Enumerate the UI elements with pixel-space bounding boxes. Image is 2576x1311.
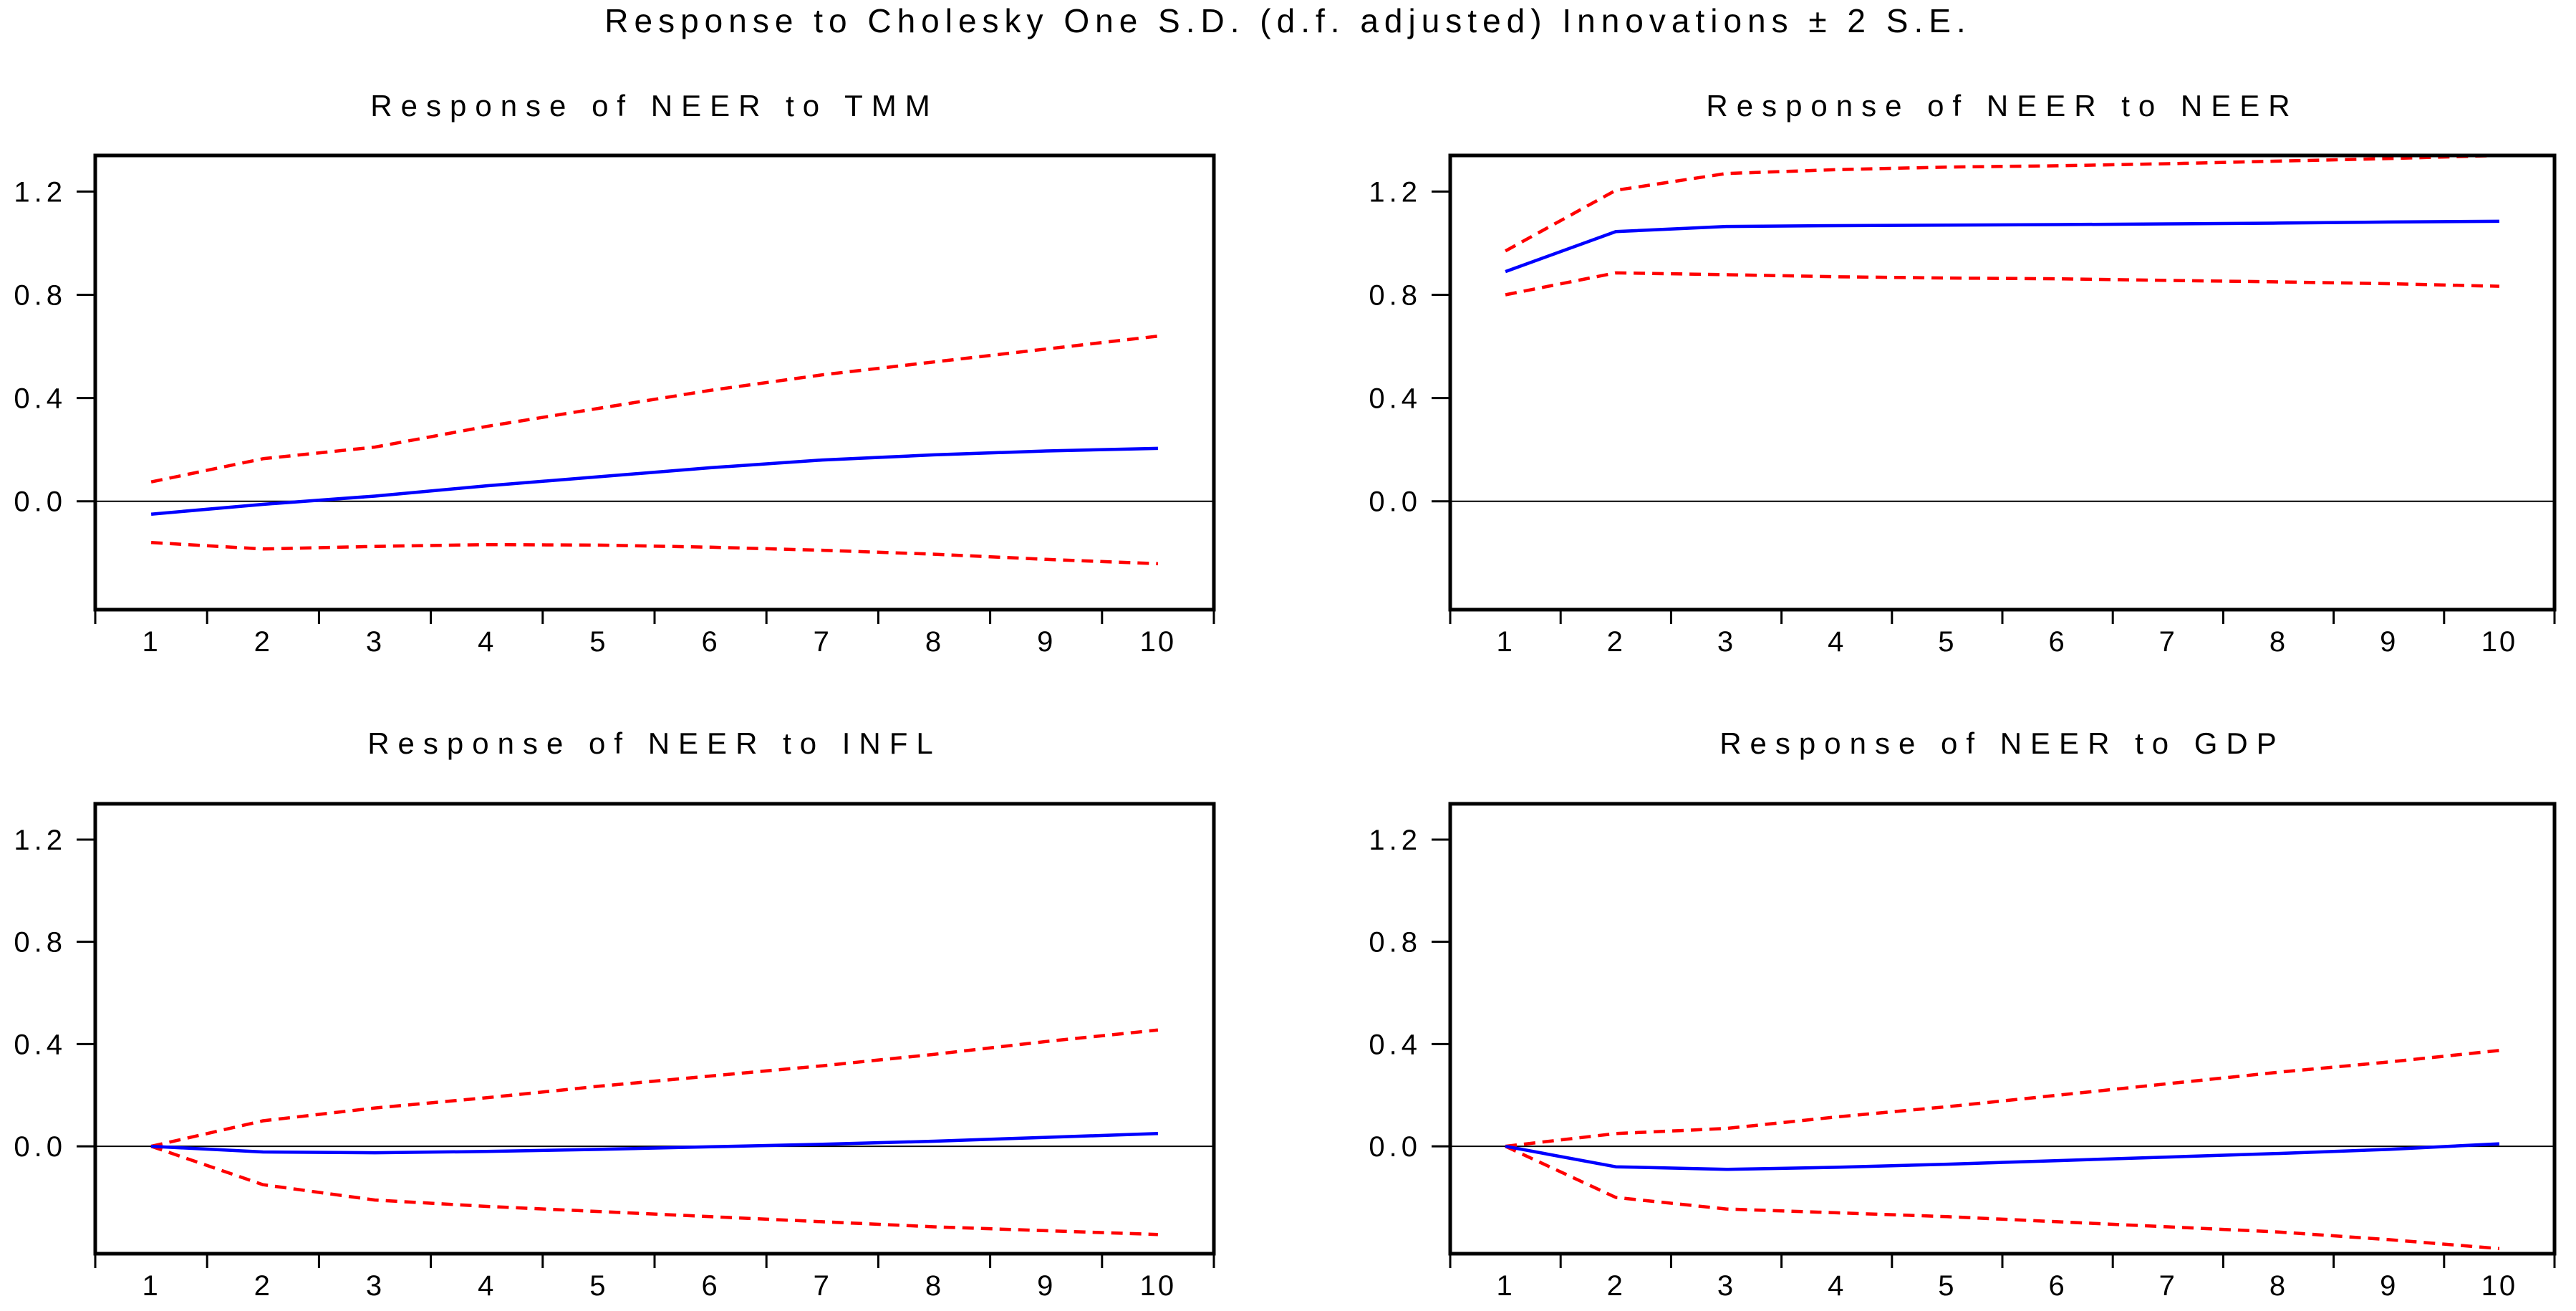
x-axis-tick-label: 5	[1938, 626, 1956, 658]
confidence-band-line	[150, 1028, 1159, 1148]
x-axis-tick-label: 5	[589, 1270, 607, 1302]
x-axis-tick-label: 2	[1607, 1270, 1625, 1302]
x-axis-tick-label: 7	[814, 1270, 831, 1302]
confidence-band-line	[1505, 153, 2499, 253]
y-axis-tick-label: 0.0	[14, 1131, 67, 1163]
x-axis-tick-label: 4	[478, 1270, 496, 1302]
x-axis-tick-label: 4	[1828, 626, 1846, 658]
x-axis-tick-label: 2	[1607, 626, 1625, 658]
x-axis-tick-label: 9	[1037, 1270, 1055, 1302]
y-axis-tick-label: 0.4	[1369, 383, 1422, 415]
y-axis-tick-label: 0.0	[14, 486, 67, 518]
x-axis-tick-label: 1	[1496, 626, 1514, 658]
panel-title-neer-neer: Response of NEER to NEER	[1706, 89, 2299, 123]
x-axis-tick-label: 9	[1037, 626, 1055, 658]
x-axis-tick-label: 6	[701, 626, 719, 658]
x-axis-tick-label: 2	[254, 1270, 272, 1302]
y-axis-tick-label: 0.4	[1369, 1029, 1422, 1060]
x-axis-tick-label: 8	[2269, 1270, 2287, 1302]
confidence-band-line	[150, 1144, 1158, 1236]
x-axis-tick-label: 9	[2380, 626, 2398, 658]
x-axis-tick-label: 5	[1938, 1270, 1956, 1302]
panel-title-neer-infl: Response of NEER to INFL	[367, 726, 942, 760]
x-axis-tick-label: 7	[2159, 626, 2177, 658]
x-axis-tick-label: 7	[814, 626, 831, 658]
x-axis-tick-label: 3	[366, 626, 384, 658]
x-axis-tick-label: 8	[925, 1270, 943, 1302]
confidence-band-line	[1505, 1049, 2500, 1148]
y-axis-tick-label: 1.2	[14, 825, 67, 856]
panel-title-neer-gdp: Response of NEER to GDP	[1719, 726, 2285, 760]
y-axis-tick-label: 0.0	[1369, 486, 1422, 518]
x-axis-tick-label: 5	[589, 626, 607, 658]
response-line	[1505, 1142, 2500, 1171]
x-axis-tick-label: 1	[1496, 1270, 1514, 1302]
y-axis-tick-label: 0.8	[14, 927, 67, 959]
x-axis-tick-label: 10	[1140, 1270, 1177, 1302]
x-axis-tick-label: 6	[2048, 626, 2066, 658]
panel-frame	[1448, 802, 2557, 1256]
panel-frame	[93, 802, 1216, 1256]
panel-title-neer-tmm: Response of NEER to TMM	[370, 89, 939, 123]
x-axis-tick-label: 6	[701, 1270, 719, 1302]
x-axis-tick-label: 2	[254, 626, 272, 658]
x-axis-tick-label: 1	[142, 626, 160, 658]
y-axis-tick-label: 0.8	[14, 280, 67, 312]
x-axis-tick-label: 10	[2481, 626, 2518, 658]
x-axis-tick-label: 7	[2159, 1270, 2177, 1302]
x-axis-tick-label: 4	[478, 626, 496, 658]
response-line	[150, 1132, 1158, 1155]
x-axis-tick-label: 1	[142, 1270, 160, 1302]
x-axis-tick-label: 3	[1717, 626, 1735, 658]
confidence-band-line	[150, 541, 1158, 566]
x-axis-tick-label: 9	[2380, 1270, 2398, 1302]
y-axis-tick-label: 0.4	[14, 383, 67, 415]
confidence-band-line	[1505, 1145, 2500, 1251]
x-axis-tick-label: 10	[1140, 626, 1177, 658]
y-axis-tick-label: 1.2	[1369, 176, 1422, 208]
y-axis-tick-label: 0.0	[1369, 1131, 1422, 1163]
x-axis-tick-label: 4	[1828, 1270, 1846, 1302]
panel-frame	[93, 153, 1216, 612]
response-line	[150, 446, 1158, 516]
x-axis-tick-label: 3	[1717, 1270, 1735, 1302]
y-axis-tick-label: 0.8	[1369, 927, 1422, 959]
x-axis-tick-label: 8	[2269, 626, 2287, 658]
x-axis-tick-label: 6	[2048, 1270, 2066, 1302]
y-axis-tick-label: 1.2	[1369, 825, 1422, 856]
panel-frame	[1448, 153, 2557, 612]
y-axis-tick-label: 0.4	[14, 1029, 67, 1060]
x-axis-tick-label: 10	[2481, 1270, 2518, 1302]
response-line	[1505, 219, 2499, 274]
figure-title: Response to Cholesky One S.D. (d.f. adju…	[604, 2, 1972, 39]
x-axis-tick-label: 3	[366, 1270, 384, 1302]
y-axis-tick-label: 0.8	[1369, 280, 1422, 312]
confidence-band-line	[1505, 271, 2499, 297]
x-axis-tick-label: 8	[925, 626, 943, 658]
confidence-band-line	[150, 334, 1159, 484]
y-axis-tick-label: 1.2	[14, 176, 67, 208]
